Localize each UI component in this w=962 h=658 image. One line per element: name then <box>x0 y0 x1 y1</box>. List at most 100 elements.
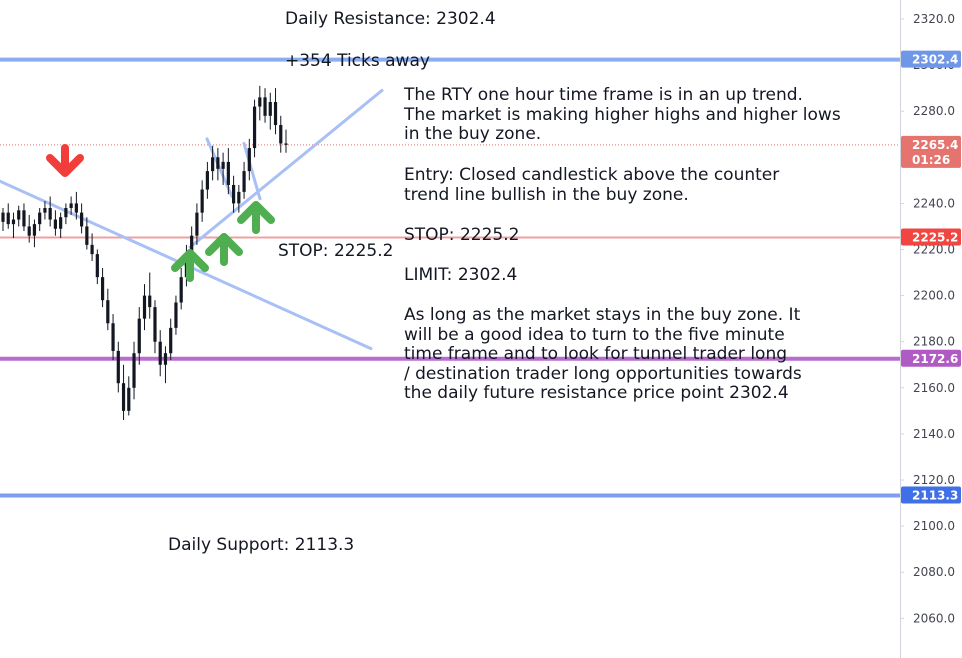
stop-tag-value: 2225.2 <box>912 231 958 245</box>
candle-body[interactable] <box>242 171 246 192</box>
candle-body[interactable] <box>158 341 162 365</box>
candle-body[interactable] <box>169 327 173 354</box>
candle-body[interactable] <box>53 219 58 229</box>
up-arrow-1 <box>171 249 209 282</box>
candle-body[interactable] <box>69 203 73 209</box>
candle-body[interactable] <box>221 161 225 169</box>
candle-body[interactable] <box>211 157 215 172</box>
candle-body[interactable] <box>284 143 288 145</box>
y-tick-label: 2160.0 <box>913 381 955 395</box>
candle-body[interactable] <box>6 212 10 225</box>
up-arrow-3 <box>237 201 275 234</box>
y-tick-label: 2100.0 <box>913 519 955 533</box>
y-tick-label: 2140.0 <box>913 427 955 441</box>
daily-resistance-tag[interactable] <box>901 50 961 68</box>
counter-trend-line[interactable] <box>0 179 373 351</box>
candle-body[interactable] <box>263 97 267 116</box>
candle-body[interactable] <box>32 224 37 236</box>
y-tick-label: 2060.0 <box>913 611 955 625</box>
candle-body[interactable] <box>106 300 110 324</box>
y-tick-label: 2220.0 <box>913 243 955 257</box>
candle-body[interactable] <box>38 212 42 225</box>
candle-body[interactable] <box>247 148 251 172</box>
candle-body[interactable] <box>48 208 52 220</box>
last-price-tag[interactable] <box>901 135 961 168</box>
price-axis[interactable] <box>900 0 962 658</box>
y-tick-label: 2280.0 <box>913 104 955 118</box>
swing-line-1[interactable] <box>205 137 234 198</box>
candle-body[interactable] <box>43 208 47 213</box>
daily-support-tag-value: 2113.3 <box>912 488 958 502</box>
up-arrow-1-shape <box>171 249 209 282</box>
swing-line-2[interactable] <box>242 141 262 201</box>
y-tick-label: 2320.0 <box>913 12 955 26</box>
candle-body[interactable] <box>90 244 94 255</box>
down-arrow-shape <box>46 144 84 177</box>
candle-body[interactable] <box>195 212 199 236</box>
candle-body[interactable] <box>153 307 157 342</box>
limit-note: LIMIT: 2302.4 <box>404 265 518 285</box>
stop-chart-label: STOP: 2225.2 <box>278 241 394 261</box>
y-tick-label: 2120.0 <box>913 473 955 487</box>
candle-body[interactable] <box>74 203 78 213</box>
y-tick-label: 2200.0 <box>913 289 955 303</box>
candle-body[interactable] <box>59 217 63 229</box>
candle-body[interactable] <box>121 383 126 411</box>
candle-body[interactable] <box>200 189 204 213</box>
tunnel-level-tag-value: 2172.6 <box>912 352 958 366</box>
candle-body[interactable] <box>111 323 115 351</box>
candle-body[interactable] <box>237 191 241 204</box>
stop-tag[interactable] <box>901 228 961 246</box>
candle-body[interactable] <box>190 235 194 255</box>
candle-body[interactable] <box>279 125 283 144</box>
up-arrow-2-shape <box>205 233 243 266</box>
y-tick-label: 2180.0 <box>913 335 955 349</box>
candle-body[interactable] <box>64 208 68 218</box>
candle-body[interactable] <box>27 226 31 236</box>
candle-body[interactable] <box>85 226 89 245</box>
candle-body[interactable] <box>216 157 220 169</box>
down-arrow <box>46 144 84 177</box>
candle-body[interactable] <box>273 101 278 126</box>
uptrend-line[interactable] <box>188 88 384 249</box>
ticks-away-label: +354 Ticks away <box>285 51 430 71</box>
y-tick-label: 2080.0 <box>913 565 955 579</box>
candle-body[interactable] <box>100 277 105 301</box>
y-tick-label: 2240.0 <box>913 196 955 210</box>
candle-body[interactable] <box>80 212 84 227</box>
tunnel-level-tag[interactable] <box>901 349 961 367</box>
candle-body[interactable] <box>137 318 141 354</box>
daily-resistance-tag-value: 2302.4 <box>912 53 958 67</box>
last-price-tag-countdown: 01:26 <box>912 153 950 167</box>
candle-body[interactable] <box>22 210 26 227</box>
candle-body[interactable] <box>142 295 147 319</box>
daily-support-tag[interactable] <box>901 486 961 504</box>
entry-note: Entry: Closed candlestick above the coun… <box>404 165 780 205</box>
candle-body[interactable] <box>148 295 152 308</box>
up-arrow-3-shape <box>237 201 275 234</box>
candle-body[interactable] <box>179 277 183 303</box>
candle-body[interactable] <box>127 387 131 411</box>
candle-body[interactable] <box>116 350 120 384</box>
candle-body[interactable] <box>95 254 99 278</box>
trend-note: The RTY one hour time frame is in an up … <box>404 85 841 144</box>
candle-body[interactable] <box>252 106 257 149</box>
candle-body[interactable] <box>174 302 178 328</box>
candle-body[interactable] <box>1 212 5 222</box>
candle-body[interactable] <box>17 210 21 220</box>
candle-body[interactable] <box>258 97 262 107</box>
candle-body[interactable] <box>11 219 16 225</box>
candle-body[interactable] <box>132 353 136 388</box>
candle-body[interactable] <box>163 353 168 365</box>
plan-note: As long as the market stays in the buy z… <box>404 305 802 403</box>
candle-body[interactable] <box>231 184 236 204</box>
stop-note: STOP: 2225.2 <box>404 225 520 245</box>
candle-body[interactable] <box>268 101 272 116</box>
up-arrow-2 <box>205 233 243 266</box>
last-price-tag-value: 2265.4 <box>912 138 958 152</box>
candle-body[interactable] <box>226 161 230 185</box>
daily-support-label: Daily Support: 2113.3 <box>168 535 355 555</box>
candle-body[interactable] <box>205 171 209 190</box>
daily-resistance-label: Daily Resistance: 2302.4 <box>285 9 496 29</box>
